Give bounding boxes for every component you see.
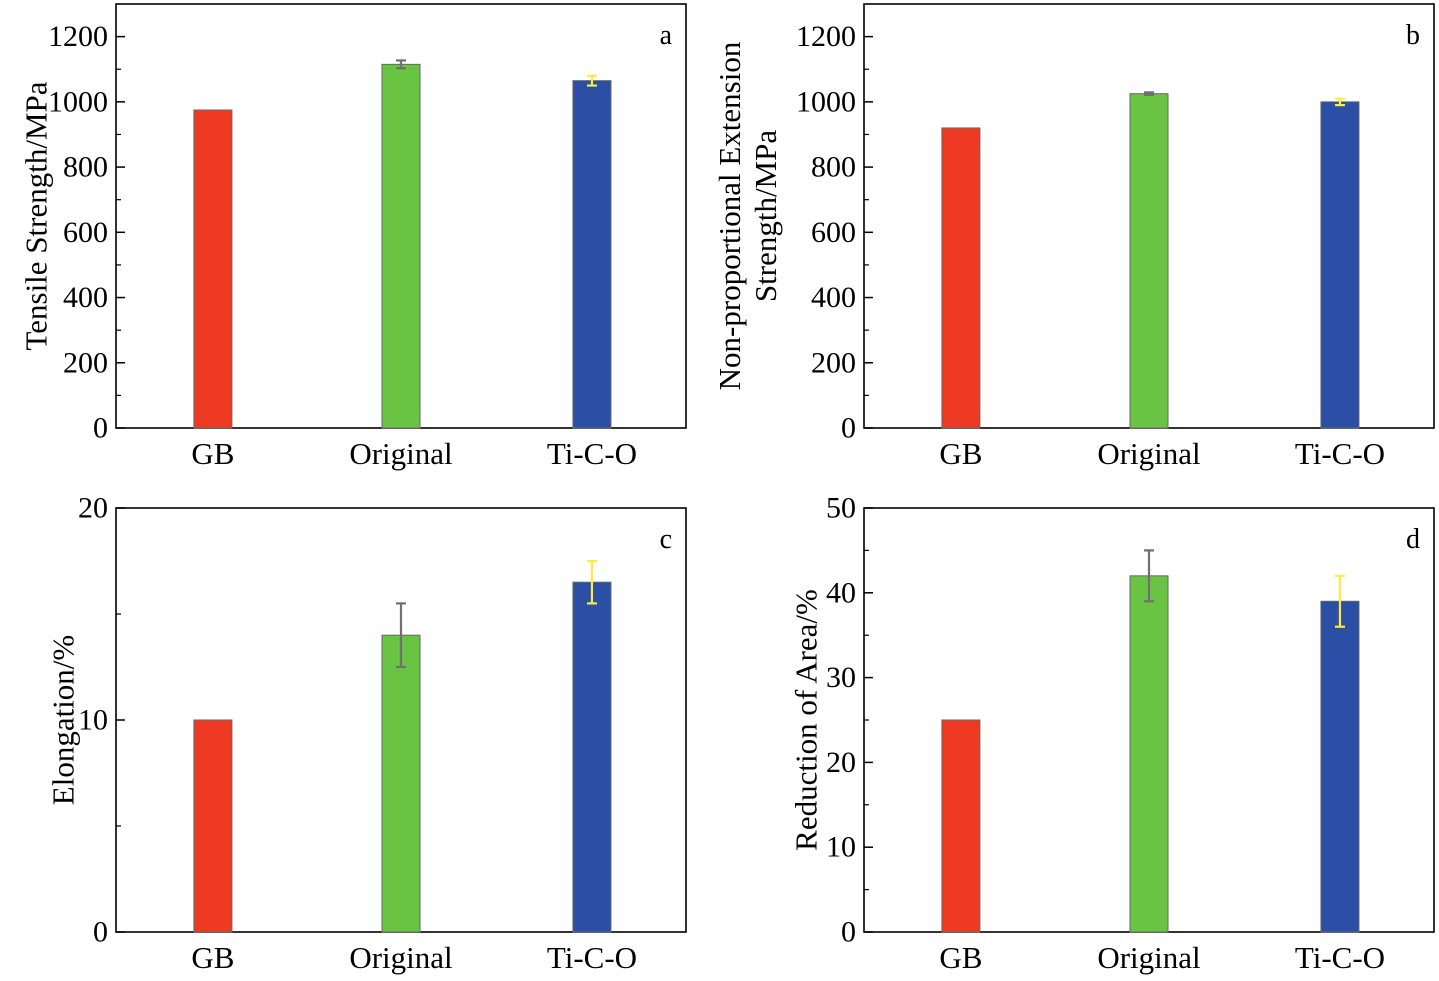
bar-gb	[941, 127, 981, 429]
category-label: Ti-C-O	[547, 940, 637, 975]
bar-ti-c-o	[572, 80, 612, 429]
y-tick-label: 20	[78, 492, 108, 525]
y-axis-title: Non-proportional ExtensionStrength/MPa	[712, 41, 783, 390]
panel-d: 0 10 20 30 40 50 GB Original Ti-C-O d Reduction of…	[789, 492, 1435, 975]
y-tick-label: 10	[78, 704, 108, 737]
category-label: GB	[939, 940, 982, 975]
y-tick-label: 20	[826, 746, 856, 779]
y-tick-label: 0	[841, 412, 856, 445]
panel-a: 0 200 400 600 800 1000 1200 GB Original Ti-C-O a Te…	[19, 3, 687, 471]
y-tick-label: 50	[826, 492, 856, 525]
y-tick-label: 200	[63, 346, 108, 379]
panel-b: 0 200 400 600 800 1000 1200 GB Original Ti-C-O b No…	[712, 3, 1435, 471]
bar-original	[1129, 575, 1169, 933]
bar-gb	[941, 719, 981, 933]
category-label: Original	[1097, 436, 1200, 471]
y-tick-label: 600	[63, 216, 108, 249]
bar-original	[381, 63, 421, 429]
y-tick-label: 400	[811, 281, 856, 314]
y-tick-label: 1200	[796, 20, 856, 53]
category-label: Ti-C-O	[1295, 940, 1385, 975]
bar-ti-c-o	[1320, 600, 1360, 933]
bar-ti-c-o	[1320, 101, 1360, 429]
panel-letter: b	[1406, 20, 1420, 51]
y-tick-label: 30	[826, 661, 856, 694]
category-label: Ti-C-O	[1295, 436, 1385, 471]
y-axis-title: Reduction of Area/%	[789, 589, 824, 851]
y-tick-label: 40	[826, 576, 856, 609]
y-tick-label: 1200	[48, 20, 108, 53]
y-tick-label: 0	[93, 916, 108, 949]
bar-gb	[193, 109, 233, 429]
panel-letter: d	[1406, 524, 1420, 555]
y-tick-label: 600	[811, 216, 856, 249]
bar-ti-c-o	[572, 581, 612, 933]
y-tick-label: 200	[811, 346, 856, 379]
panel-letter: c	[660, 524, 672, 555]
y-tick-label: 0	[93, 412, 108, 445]
bar-original	[381, 634, 421, 933]
category-label: Ti-C-O	[547, 436, 637, 471]
y-axis-title: Tensile Strength/MPa	[19, 81, 54, 350]
y-tick-label: 0	[841, 916, 856, 949]
category-label: GB	[939, 436, 982, 471]
y-tick-label: 1000	[48, 85, 108, 118]
y-tick-label: 400	[63, 281, 108, 314]
category-label: GB	[191, 940, 234, 975]
bar-original	[1129, 93, 1169, 429]
y-tick-label: 800	[811, 151, 856, 184]
panel-c: 0 10 20 GB Original Ti-C-O c Elongation/%	[46, 492, 687, 975]
y-axis-title-line: Strength/MPa	[748, 130, 783, 302]
category-label: Original	[1097, 940, 1200, 975]
bar-gb	[193, 719, 233, 933]
category-label: Original	[349, 940, 452, 975]
category-label: GB	[191, 436, 234, 471]
y-axis-title-line: Non-proportional Extension	[712, 41, 747, 390]
y-tick-label: 1000	[796, 85, 856, 118]
category-label: Original	[349, 436, 452, 471]
y-axis-title: Elongation/%	[46, 635, 81, 805]
y-tick-label: 800	[63, 151, 108, 184]
panel-letter: a	[660, 20, 673, 51]
y-tick-label: 10	[826, 831, 856, 864]
